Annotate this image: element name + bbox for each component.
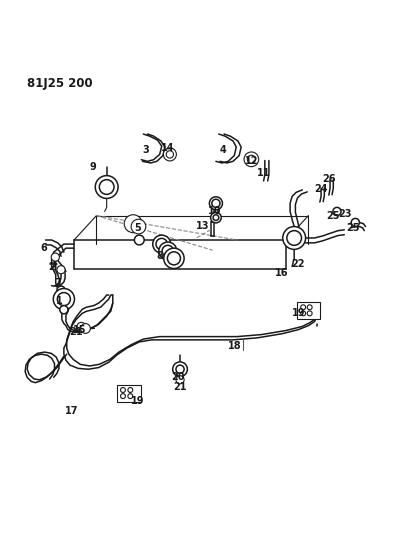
Circle shape [164, 248, 184, 269]
Text: 20: 20 [171, 372, 185, 382]
Circle shape [81, 324, 90, 333]
Circle shape [213, 215, 219, 221]
Circle shape [163, 148, 176, 161]
Text: 14: 14 [161, 143, 175, 154]
Circle shape [162, 245, 173, 257]
Text: 2: 2 [48, 262, 55, 271]
Circle shape [57, 265, 65, 274]
Circle shape [351, 219, 360, 227]
Circle shape [128, 394, 133, 399]
Text: 21: 21 [70, 327, 83, 337]
Circle shape [135, 235, 144, 245]
Circle shape [307, 305, 312, 310]
Circle shape [176, 365, 184, 373]
Text: 15: 15 [74, 325, 87, 335]
Circle shape [301, 311, 306, 316]
Circle shape [77, 322, 86, 332]
Text: 10: 10 [208, 206, 221, 216]
Text: 4: 4 [220, 146, 226, 155]
Circle shape [333, 207, 341, 215]
Text: 26: 26 [322, 174, 335, 184]
Circle shape [212, 199, 220, 207]
Text: 9: 9 [89, 161, 96, 172]
Text: 22: 22 [292, 260, 305, 270]
Circle shape [121, 394, 126, 399]
Text: 81J25 200: 81J25 200 [27, 77, 93, 90]
Circle shape [301, 305, 306, 310]
Text: 19: 19 [130, 396, 144, 406]
Circle shape [283, 227, 306, 249]
Text: 25: 25 [326, 211, 339, 221]
Circle shape [176, 376, 184, 384]
Text: 7: 7 [54, 278, 61, 288]
Circle shape [247, 155, 256, 164]
Circle shape [60, 305, 68, 314]
Text: 13: 13 [196, 221, 209, 231]
Text: 17: 17 [65, 406, 79, 416]
Circle shape [51, 253, 59, 261]
Circle shape [287, 231, 301, 245]
Text: 21: 21 [173, 382, 187, 392]
Circle shape [307, 311, 312, 316]
Circle shape [156, 238, 167, 250]
Circle shape [57, 293, 70, 305]
Bar [297, 302, 320, 319]
Text: 3: 3 [142, 146, 149, 155]
Circle shape [53, 288, 74, 310]
Circle shape [173, 362, 187, 376]
Text: 1: 1 [56, 296, 63, 306]
Bar [117, 385, 142, 402]
Circle shape [244, 152, 259, 167]
Circle shape [153, 235, 171, 253]
Text: 24: 24 [314, 184, 328, 194]
Text: 12: 12 [245, 156, 258, 166]
Circle shape [124, 215, 142, 233]
Circle shape [128, 387, 133, 392]
Circle shape [57, 286, 65, 294]
Text: 6: 6 [40, 243, 47, 253]
Circle shape [99, 180, 114, 195]
Circle shape [211, 212, 221, 223]
Text: 19: 19 [292, 309, 305, 318]
Circle shape [167, 252, 180, 265]
Text: 23: 23 [338, 208, 352, 219]
Circle shape [131, 219, 146, 234]
Circle shape [159, 242, 177, 260]
Text: 18: 18 [228, 341, 242, 351]
Circle shape [121, 387, 126, 392]
Circle shape [95, 175, 118, 198]
Text: 25: 25 [346, 223, 360, 233]
Text: 8: 8 [156, 252, 163, 261]
Circle shape [209, 197, 222, 210]
Text: 16: 16 [275, 268, 289, 278]
Text: 11: 11 [257, 168, 270, 177]
Text: 5: 5 [134, 223, 141, 233]
Circle shape [166, 151, 173, 158]
